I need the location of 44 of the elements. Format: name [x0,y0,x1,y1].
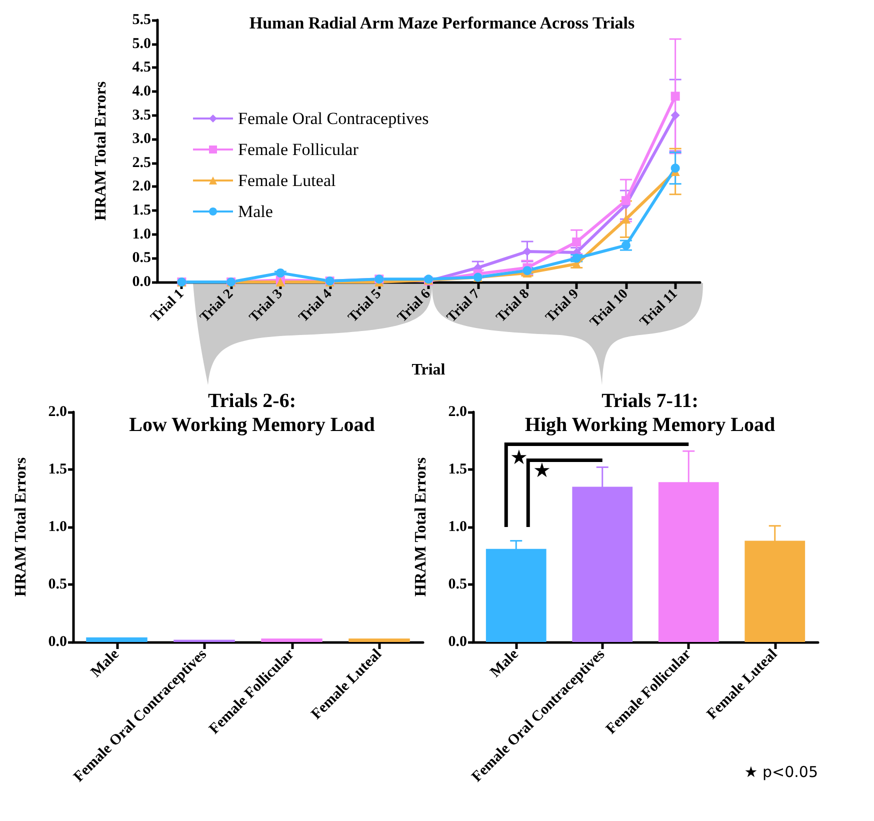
y-tick-label: 2.0 [448,404,467,420]
y-tick-label: 0.5 [48,576,67,592]
y-tick-label: 1.5 [448,462,467,478]
legend-label: Female Follicular [238,140,359,159]
text: ★ p<0.05 [744,763,818,781]
y-tick-label: 2.0 [132,178,151,195]
y-tick-label: 0.0 [132,274,151,290]
point [670,164,680,173]
y-axis-title: HRAM Total Errors [92,81,110,221]
y-tick-label: 1.5 [132,202,151,219]
y-tick-label: 2.5 [132,154,151,171]
chart-title: Trials 7-11: High Working Memory Load [524,390,776,436]
y-tick-label: 5.5 [132,12,151,28]
annotation: ★ [510,445,528,469]
y-tick-label: 2.0 [48,404,67,420]
y-tick-label: 0.0 [48,634,67,650]
point [572,254,582,263]
point [621,240,630,250]
y-tick-label: 4.5 [132,60,151,76]
y-tick-label: 3.5 [132,107,151,124]
point [670,92,680,101]
y-tick-label: 1.5 [48,462,67,478]
x-axis-title: Trial [412,362,446,378]
y-axis-title: HRAM Total Errors [12,457,30,597]
legend-label: Female Oral Contraceptives [238,109,429,128]
y-tick-label: 1.0 [132,226,151,242]
y-tick-label: 0.0 [448,634,467,650]
y-tick-label: 0.5 [448,576,467,592]
y-tick-label: 3.0 [132,131,151,148]
y-tick-label: 1.0 [48,519,67,535]
chart-title: Human Radial Arm Maze Performance Across Trials [249,14,636,32]
point [670,110,680,120]
point [572,237,582,246]
y-tick-label: 0.5 [132,250,151,266]
point [276,268,285,278]
y-axis-title: HRAM Total Errors [412,457,430,597]
y-tick-label: 1.0 [448,519,467,535]
chart-title: Trials 2-6: Low Working Memory Load [129,390,375,436]
y-tick-label: 4.0 [132,83,151,100]
legend-label: Male [238,202,273,221]
y-tick-label: 5.0 [132,36,151,52]
annotation: ★ [533,458,551,482]
legend-label: Female Luteal [238,171,336,190]
point [621,196,630,206]
